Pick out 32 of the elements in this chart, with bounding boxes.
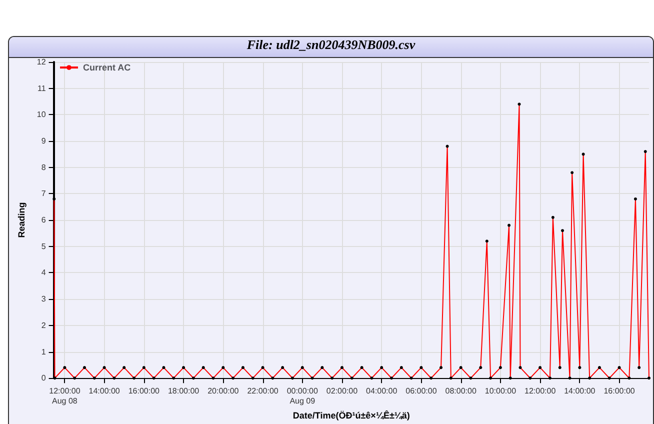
x-tick-label: 22:00:00 (247, 386, 279, 396)
y-tick-label: 10 (36, 110, 46, 120)
y-tick-label: 6 (41, 216, 46, 225)
y-tick-label: 4 (41, 268, 46, 278)
y-tick-label: 1 (41, 347, 46, 356)
x-tick-label: 14:00:00 (88, 386, 120, 396)
x-tick-label: 02:00:00 (326, 386, 358, 396)
x-tick-label: 18:00:00 (168, 386, 200, 396)
x-tick-label: 20:00:00 (208, 386, 240, 396)
x-tick-label: 12:00:00 (524, 386, 556, 396)
y-tick-label: 7 (41, 189, 46, 198)
x-tick-label: 00:00:00 Aug 09 (286, 386, 318, 406)
x-tick-label: 10:00:00 (484, 386, 517, 396)
x-tick-label: 06:00:00 (406, 386, 438, 396)
x-axis-title: Date/Time(ÖÐ¹ú±ê×¼Ê±¼ä) (292, 410, 410, 420)
y-tick-label: 2 (41, 320, 46, 330)
y-tick-label: 11 (37, 84, 46, 93)
legend-label: Current AC (83, 62, 132, 72)
y-tick-label: 12 (36, 58, 46, 66)
x-tick-label: 08:00:00 (445, 386, 477, 396)
x-tick-label: 14:00:00 (564, 386, 596, 396)
x-tick-label: 12:00:00 Aug 08 (49, 386, 81, 406)
y-tick-label: 3 (41, 294, 46, 304)
y-tick-label: 8 (41, 162, 46, 172)
x-tick-label: 16:00:00 (604, 386, 636, 396)
y-axis-title: Reading (16, 202, 26, 238)
y-tick-label: 0 (41, 374, 46, 383)
y-tick-label: 5 (41, 242, 46, 251)
y-tick-label: 9 (41, 136, 46, 146)
chart-title: File: udl2_sn020439NB009.csv (9, 37, 653, 58)
x-tick-label: 16:00:00 (128, 386, 160, 396)
x-tick-label: 04:00:00 (366, 386, 398, 396)
